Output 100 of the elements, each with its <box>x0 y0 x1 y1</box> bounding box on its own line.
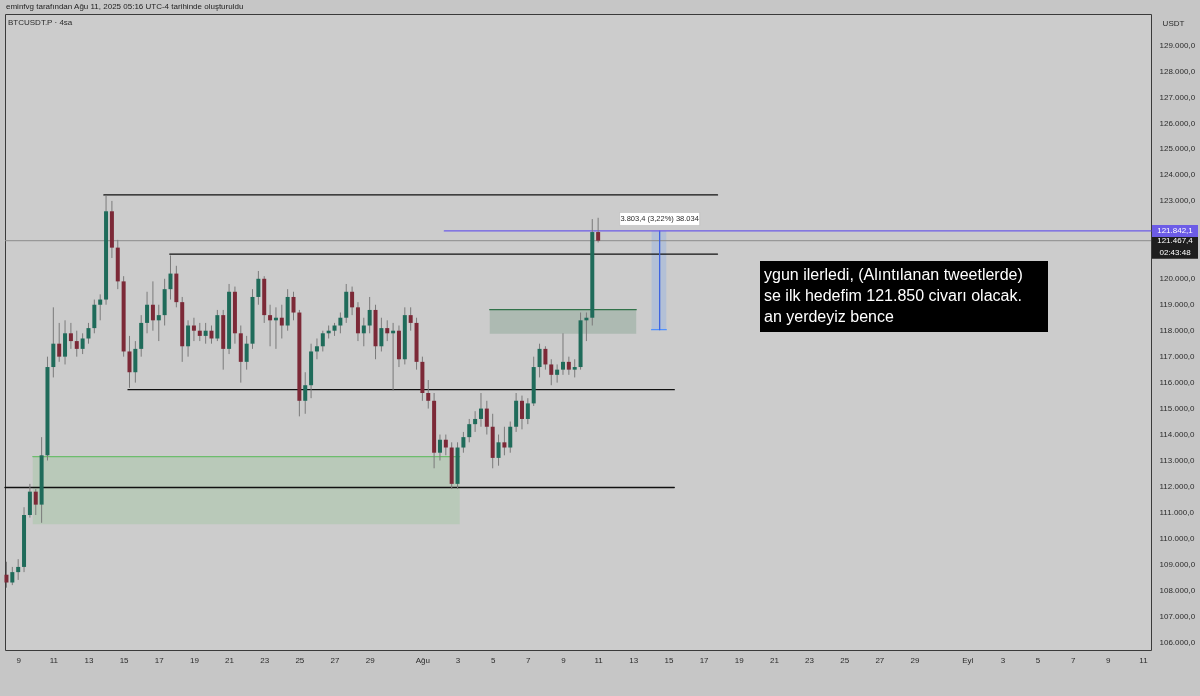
candlestick <box>244 335 249 371</box>
x-tick-label: 9 <box>16 655 22 665</box>
candlestick <box>268 304 273 347</box>
x-tick-label: 21 <box>769 655 780 665</box>
candlestick <box>361 317 366 347</box>
candlestick <box>496 434 501 467</box>
candlestick <box>256 270 261 306</box>
y-tick-label: 109.000,0 <box>1159 559 1196 569</box>
candlestick <box>385 319 390 342</box>
text: eminfvg tarafından Ağu 11, 2025 05:16 UTC-4 tarihinde oluşturuldu <box>6 2 244 11</box>
y-tick-label: 117.000,0 <box>1159 352 1196 362</box>
candlestick <box>215 309 220 342</box>
x-tick-label: 11 <box>594 655 604 665</box>
x-tick-label: 15 <box>664 655 674 665</box>
candlestick <box>51 306 56 378</box>
y-tick-label: 123.000,0 <box>1159 196 1196 206</box>
y-tick-label: 110.000,0 <box>1159 533 1196 543</box>
candlestick <box>367 296 372 334</box>
y-tick-label: 106.000,0 <box>1159 637 1196 647</box>
x-tick-label: 19 <box>189 655 200 665</box>
y-tick-label: 128.000,0 <box>1159 66 1196 76</box>
x-tick-label: 9 <box>1106 655 1112 665</box>
candlestick <box>596 217 601 243</box>
candlestick <box>508 421 513 454</box>
y-tick-label: 112.000,0 <box>1159 481 1196 491</box>
x-tick-label: 3 <box>455 655 461 665</box>
candlestick <box>92 299 97 334</box>
candlestick <box>408 306 413 332</box>
candlestick <box>16 558 21 581</box>
x-tick-label: 29 <box>365 655 376 665</box>
y-tick-label: 127.000,0 <box>1159 92 1196 102</box>
candlestick <box>379 317 384 352</box>
x-tick-label: 13 <box>629 655 639 665</box>
candlestick <box>209 325 214 345</box>
candlestick <box>478 392 483 428</box>
candlestick <box>572 358 577 378</box>
annotation: ygun ilerledi, (Alıntılanan tweetlerde) <box>764 266 1023 283</box>
y-tick-label: 120.000,0 <box>1159 274 1196 284</box>
candlestick <box>555 363 560 384</box>
y-tick-label: 126.000,0 <box>1159 118 1196 128</box>
x-tick-label: 7 <box>526 655 532 665</box>
ref-line-label: 121.467,4 02:43:48 <box>1157 235 1194 257</box>
y-tick-label: 108.000,0 <box>1159 585 1196 595</box>
y-tick-label: 116.000,0 <box>1159 378 1196 388</box>
candlestick <box>443 434 448 456</box>
candlestick <box>537 343 542 378</box>
x-tick-label: 21 <box>225 655 235 665</box>
candlestick <box>197 322 202 342</box>
x-tick-label: 25 <box>840 655 850 665</box>
x-tick-label: 9 <box>561 655 567 665</box>
y-tick-label: 125.000,0 <box>1159 144 1196 154</box>
x-tick-label: 23 <box>805 655 815 665</box>
series-label: 121.842,1 <box>1157 225 1194 235</box>
candlestick <box>502 426 507 456</box>
candlestick <box>279 304 284 339</box>
candlestick <box>473 410 478 433</box>
candlestick <box>426 379 431 410</box>
candlestick <box>68 322 73 350</box>
candlestick <box>86 322 91 345</box>
y-tick-label: 119.000,0 <box>1159 300 1196 310</box>
candlestick <box>543 345 548 371</box>
candlestick <box>145 291 150 334</box>
candlestick <box>350 286 355 316</box>
candlestick <box>560 332 565 376</box>
candlestick <box>10 566 15 586</box>
candlestick <box>150 280 155 332</box>
candlestick <box>57 322 62 363</box>
candlestick <box>525 397 530 425</box>
candlestick <box>133 340 138 384</box>
x-tick-label: 29 <box>910 655 920 665</box>
candlestick <box>33 488 38 516</box>
candlestick <box>4 561 9 589</box>
x-tick-label: 5 <box>1035 655 1041 665</box>
x-tick-label: 11 <box>49 655 59 665</box>
x-tick-label: 7 <box>1070 655 1076 665</box>
candlestick <box>191 317 196 342</box>
x-tick-label: 3 <box>1000 655 1006 665</box>
x-tick-label: 17 <box>154 655 165 665</box>
candlestick <box>98 293 103 321</box>
candlestick <box>320 330 325 352</box>
x-tick-label: 17 <box>699 655 710 665</box>
candlestick <box>566 356 571 376</box>
x-tick-label: Ağu <box>415 655 431 665</box>
candlestick <box>168 254 173 301</box>
chart-title: BTCUSDT.P · 4sa <box>8 18 73 27</box>
y-tick-label: 115.000,0 <box>1159 404 1196 414</box>
y-tick-label: 118.000,0 <box>1159 326 1196 336</box>
x-tick-label: 15 <box>119 655 130 665</box>
y-tick-label: 107.000,0 <box>1159 611 1196 621</box>
candlestick <box>27 483 32 519</box>
candlestick <box>156 304 161 342</box>
x-tick-label: 27 <box>330 655 341 665</box>
x-tick-label: 5 <box>490 655 496 665</box>
annotation: se ilk hedefim 121.850 civarı olacak. <box>764 287 1022 304</box>
y-tick-label: 124.000,0 <box>1159 170 1196 180</box>
y-axis-title: USDT <box>1162 18 1185 28</box>
y-tick-label: 129.000,0 <box>1159 40 1196 50</box>
y-tick-label: 114.000,0 <box>1159 430 1196 440</box>
candlestick <box>80 332 85 355</box>
candlestick <box>314 337 319 360</box>
